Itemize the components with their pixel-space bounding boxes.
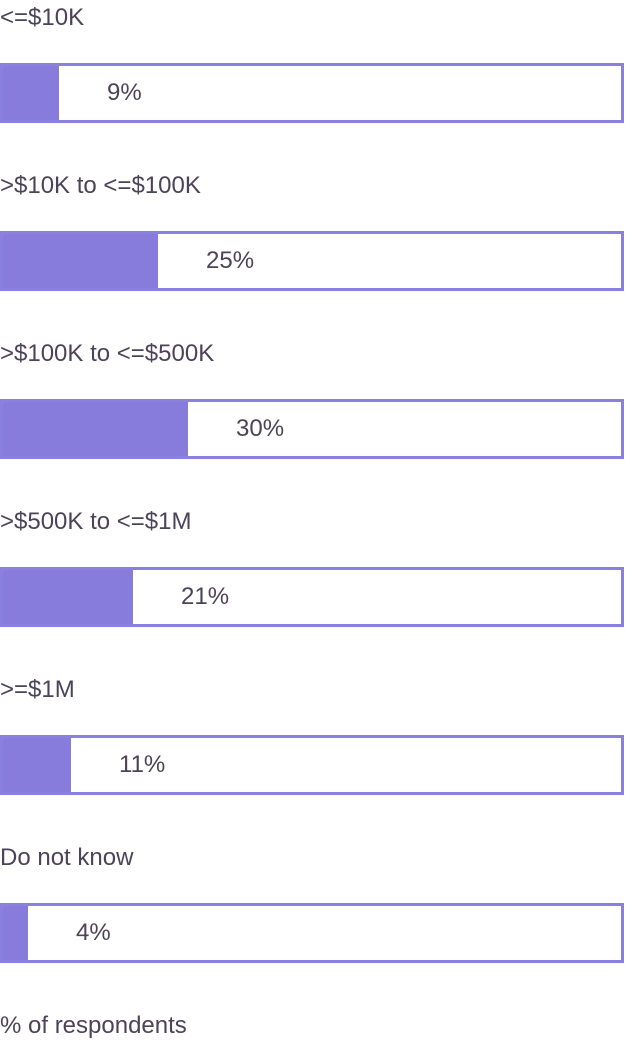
category-label: >$10K to <=$100K: [0, 172, 201, 199]
bar-row: >$100K to <=$500K 30%: [0, 336, 625, 460]
bar-row: Do not know 4%: [0, 840, 625, 964]
bar-track: 11%: [0, 735, 624, 795]
category-label: <=$10K: [0, 4, 85, 31]
bar-row: >$10K to <=$100K 25%: [0, 168, 625, 292]
data-label: 21%: [181, 583, 230, 610]
bar-row: >$500K to <=$1M 21%: [0, 504, 625, 628]
category-label: >$500K to <=$1M: [0, 508, 192, 535]
bar-row: >=$1M 11%: [0, 672, 625, 796]
category-label: Do not know: [0, 844, 134, 871]
bar-track: 30%: [0, 399, 624, 459]
data-label: 25%: [206, 247, 255, 274]
bar-track: 25%: [0, 231, 624, 291]
category-label: >=$1M: [0, 676, 75, 703]
bar-row: <=$10K 9%: [0, 0, 625, 124]
category-label: >$100K to <=$500K: [0, 340, 215, 367]
bar: [3, 906, 28, 960]
data-label: 30%: [236, 415, 285, 442]
data-label: 4%: [76, 919, 111, 946]
bar: [3, 738, 71, 792]
data-label: 11%: [119, 751, 166, 778]
bar-track: 21%: [0, 567, 624, 627]
bar-track: 9%: [0, 63, 624, 123]
bar: [3, 570, 133, 624]
data-label: 9%: [107, 79, 142, 106]
chart-footnote: % of respondents: [0, 1012, 187, 1039]
bar: [3, 234, 158, 288]
bar-track: 4%: [0, 903, 624, 963]
bar: [3, 66, 59, 120]
bar: [3, 402, 188, 456]
